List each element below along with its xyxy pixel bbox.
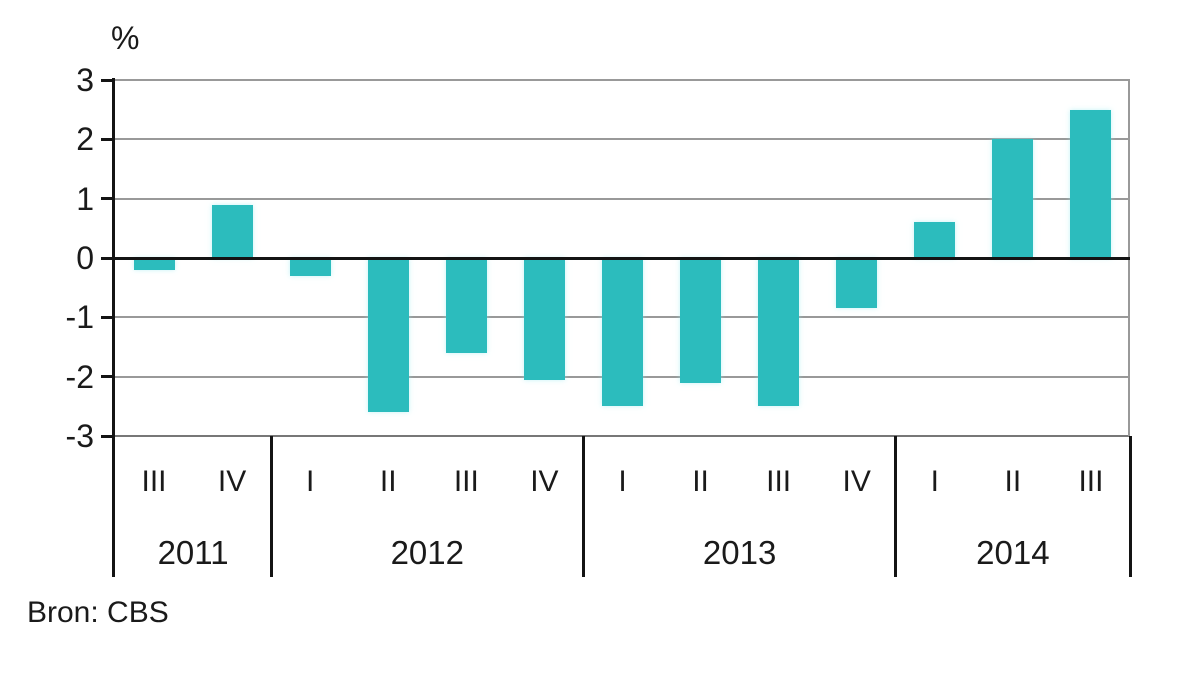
y-axis-tick-label: -1 [65,299,94,336]
gridline [113,435,1130,437]
zero-line [113,256,1130,260]
year-separator-line [894,436,898,577]
year-separator-line [581,436,585,577]
bar-2013-IV [836,258,878,309]
y-axis-tick-label: -2 [65,358,94,395]
x-axis-quarter-label: I [306,465,315,498]
bar-2012-IV [523,258,565,380]
y-axis-tick [101,256,114,260]
y-axis-tick-label: 1 [76,180,94,217]
bar-2013-II [680,258,722,383]
x-axis-quarter-label: III [1078,465,1104,498]
x-axis-quarter-label: II [379,465,397,498]
y-axis-tick [101,315,114,319]
y-axis-tick-label: 2 [76,121,94,158]
bar-2014-II [992,139,1034,258]
year-separator-line [1128,436,1132,577]
year-separator-line [269,436,273,577]
y-axis-tick [101,78,114,82]
y-axis-tick [101,434,114,438]
x-axis-year-label: 2013 [702,534,777,571]
x-axis-year-label: 2012 [390,534,464,571]
bar-2011-III [133,258,175,270]
x-axis-quarter-label: II [1004,465,1022,498]
x-axis-quarter-label: II [692,465,709,498]
bar-2011-IV [211,204,253,258]
x-axis-quarter-label: III [453,465,479,498]
x-axis-quarter-label: III [141,465,167,498]
gridline [113,138,1130,141]
x-axis-year-label: 2014 [976,534,1050,571]
bar-2012-I [289,258,331,276]
y-axis-tick-label: 0 [76,240,94,276]
bar-2012-III [445,258,487,353]
bar-2013-I [602,258,643,407]
x-axis-quarter-label: III [766,465,792,498]
x-axis-quarter-label: I [930,465,939,498]
source-label: Bron: CBS [27,596,169,629]
x-axis-quarter-label: IV [217,465,247,498]
bar-2013-III [758,258,800,407]
bar-2012-II [367,258,409,413]
y-axis-tick [101,137,114,141]
x-axis-year-label: 2011 [157,534,229,571]
y-axis-tick-label: 3 [76,62,94,98]
y-axis-tick [101,197,114,201]
y-axis-tick [101,375,114,379]
bar-2014-III [1070,109,1112,258]
gridline [113,197,1130,200]
y-axis-line [112,78,115,577]
x-axis-quarter-label: IV [530,465,559,498]
x-axis-quarter-label: I [618,465,627,498]
y-axis-unit-label: % [111,20,140,56]
gridline [113,79,1130,81]
bar-2014-I [914,222,956,258]
x-axis-quarter-label: IV [842,465,871,498]
y-axis-tick-label: -3 [65,418,94,454]
